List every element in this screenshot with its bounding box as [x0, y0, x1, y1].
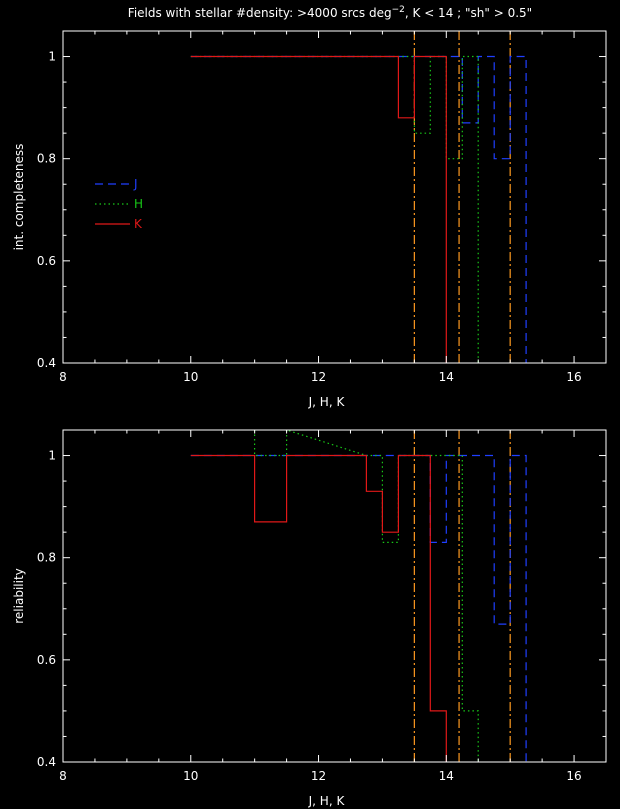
- y-tick-label: 0.4: [37, 755, 56, 769]
- x-tick-label: 8: [59, 370, 67, 384]
- series-k-line: [190, 454, 447, 762]
- series-j-line: [190, 454, 527, 762]
- y-axis-label: int. completeness: [12, 144, 26, 251]
- x-axis-label: J, H, K: [308, 395, 346, 409]
- x-tick-label: 10: [183, 370, 198, 384]
- y-tick-label: 0.6: [37, 254, 56, 268]
- x-tick-label: 14: [439, 370, 454, 384]
- plot-area: [190, 430, 527, 762]
- plot-frame: [62, 30, 607, 364]
- x-tick-label: 16: [566, 769, 581, 783]
- reliability-panel: 8 10 12 14 16 0.4 0.6 0.8 1 J, H, K reliability: [12, 429, 607, 808]
- plot-frame: [62, 429, 607, 763]
- figure-title: Fields with stellar #density: >4000 srcs…: [128, 5, 532, 20]
- x-axis-label: J, H, K: [308, 794, 346, 808]
- y-tick-label: 1: [48, 449, 56, 463]
- x-tick-label: 12: [311, 769, 326, 783]
- y-tick-label: 0.6: [37, 653, 56, 667]
- x-tick-label: 10: [183, 769, 198, 783]
- y-axis-label: reliability: [12, 568, 26, 624]
- completeness-panel: 8 10 12 14 16 0.4 0.6 0.8 1 J, H, K int. completen…: [12, 30, 607, 409]
- series-h-line: [190, 55, 479, 363]
- y-tick-label: 0.8: [37, 551, 56, 565]
- x-tick-label: 14: [439, 769, 454, 783]
- legend-label-j: J: [133, 177, 138, 191]
- series-j-line: [190, 55, 527, 363]
- y-tick-label: 0.4: [37, 356, 56, 370]
- y-tick-label: 0.8: [37, 152, 56, 166]
- series-k-line: [190, 55, 447, 363]
- legend-label-h: H: [134, 197, 143, 211]
- x-tick-label: 16: [566, 370, 581, 384]
- legend-label-k: K: [134, 217, 143, 231]
- x-tick-label: 8: [59, 769, 67, 783]
- y-tick-label: 1: [48, 50, 56, 64]
- plot-area: [190, 31, 527, 363]
- x-tick-label: 12: [311, 370, 326, 384]
